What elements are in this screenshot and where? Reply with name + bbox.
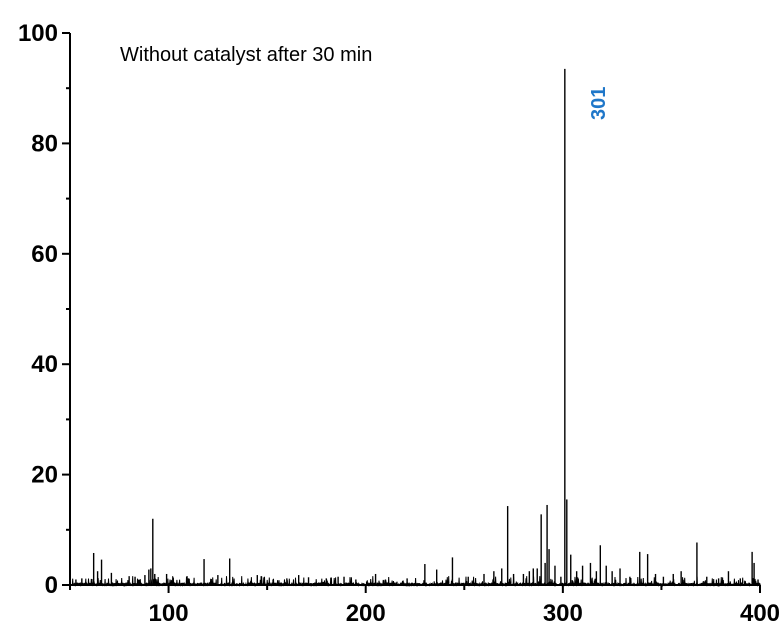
- baseline-noise: [71, 576, 761, 587]
- y-tick-label: 0: [45, 572, 58, 599]
- spectrum-series: [71, 68, 761, 587]
- tick-labels: 0 20 40 60 80 100 100 200 300 400: [18, 20, 780, 627]
- chart-annotation: Without catalyst after 30 min: [120, 44, 372, 66]
- y-tick-label: 100: [18, 20, 58, 47]
- y-tick-label: 20: [31, 462, 58, 489]
- ticks: [62, 32, 761, 593]
- axes: [69, 33, 760, 586]
- x-tick-label: 400: [740, 600, 780, 627]
- x-tick-label: 300: [543, 600, 583, 627]
- y-tick-label: 40: [31, 351, 58, 378]
- peak-label: 301: [588, 87, 610, 120]
- y-tick-label: 80: [31, 130, 58, 157]
- y-tick-label: 60: [31, 241, 58, 268]
- x-tick-label: 200: [346, 600, 386, 627]
- x-tick-label: 100: [149, 600, 189, 627]
